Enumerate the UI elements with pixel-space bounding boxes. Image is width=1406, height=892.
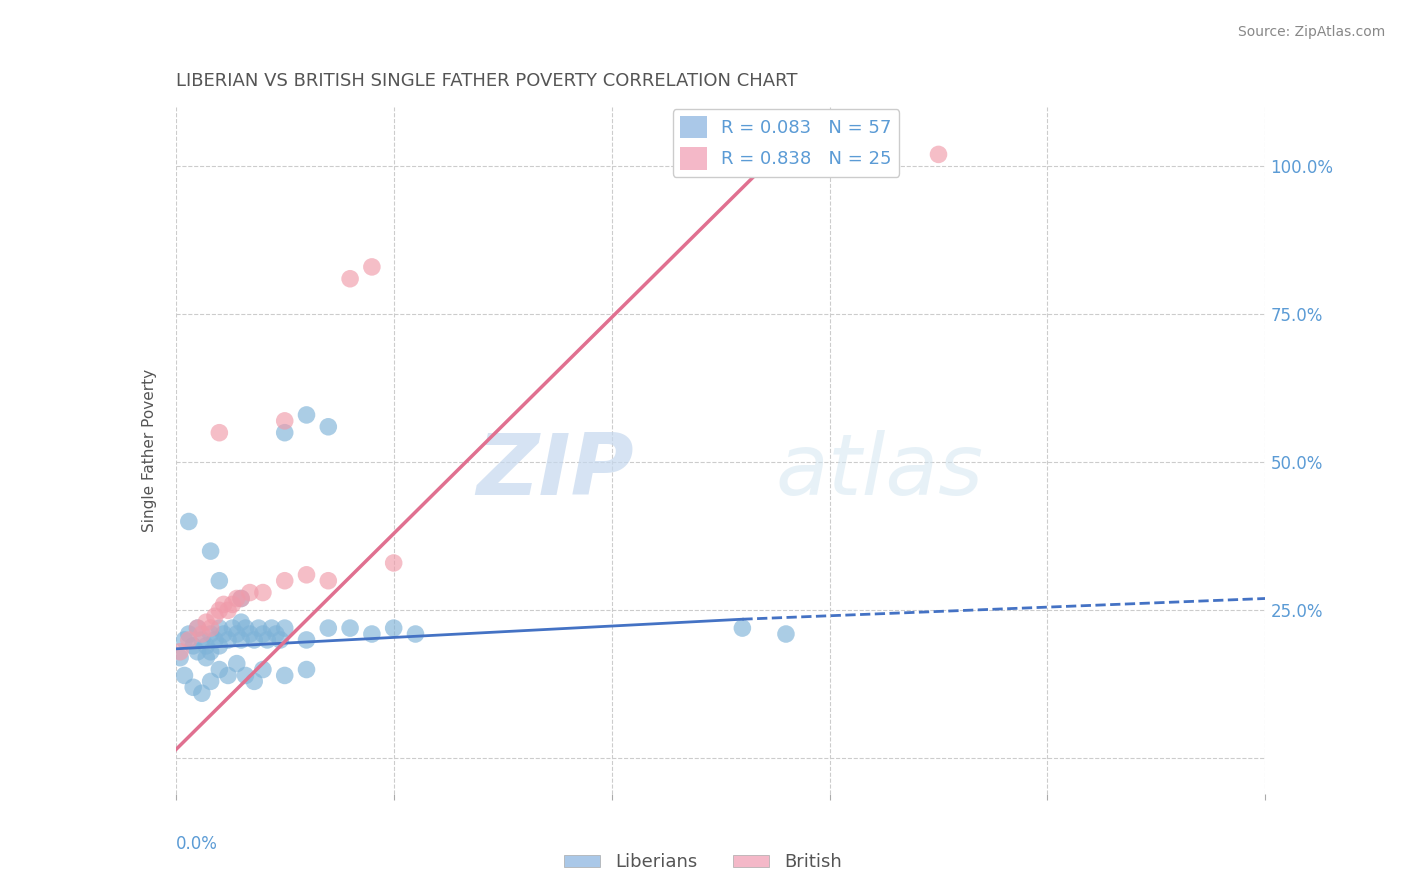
Point <box>382 556 405 570</box>
Point <box>274 621 297 635</box>
Point <box>195 615 218 630</box>
Y-axis label: Single Father Poverty: Single Father Poverty <box>142 369 157 532</box>
Point <box>225 657 247 671</box>
Legend: Liberians, British: Liberians, British <box>557 847 849 879</box>
Point <box>208 639 231 653</box>
Text: atlas: atlas <box>775 430 983 513</box>
Point <box>200 645 222 659</box>
Point <box>181 681 204 695</box>
Point <box>235 621 257 635</box>
Text: LIBERIAN VS BRITISH SINGLE FATHER POVERTY CORRELATION CHART: LIBERIAN VS BRITISH SINGLE FATHER POVERT… <box>176 72 797 90</box>
Point <box>775 627 797 641</box>
Point <box>339 271 361 285</box>
Point <box>231 615 253 630</box>
Point <box>191 627 214 641</box>
Point <box>173 668 195 682</box>
Point <box>260 621 283 635</box>
Point <box>208 621 231 635</box>
Point <box>177 632 200 647</box>
Point <box>186 645 209 659</box>
Point <box>269 632 291 647</box>
Point <box>231 591 253 606</box>
Point <box>243 674 266 689</box>
Point <box>225 591 247 606</box>
Point <box>177 515 200 529</box>
Point <box>928 147 950 161</box>
Text: 0.0%: 0.0% <box>176 835 218 853</box>
Point <box>221 598 243 612</box>
Point <box>186 621 209 635</box>
Point <box>256 632 278 647</box>
Point <box>382 621 405 635</box>
Point <box>274 668 297 682</box>
Point <box>208 663 231 677</box>
Point <box>274 574 297 588</box>
Point <box>212 627 235 641</box>
Point <box>191 686 214 700</box>
Point <box>217 668 239 682</box>
Point <box>204 632 226 647</box>
Point <box>191 632 214 647</box>
Point <box>200 621 222 635</box>
Legend: R = 0.083   N = 57, R = 0.838   N = 25: R = 0.083 N = 57, R = 0.838 N = 25 <box>672 109 900 177</box>
Point <box>295 408 318 422</box>
Point <box>186 621 209 635</box>
Point <box>235 668 257 682</box>
Point <box>754 159 776 173</box>
Text: ZIP: ZIP <box>475 430 633 513</box>
Point <box>252 663 274 677</box>
Point <box>274 414 297 428</box>
Point <box>217 603 239 617</box>
Point <box>247 621 270 635</box>
Point <box>264 627 287 641</box>
Point <box>169 645 191 659</box>
Point <box>181 639 204 653</box>
Point <box>208 603 231 617</box>
Point <box>360 627 382 641</box>
Point <box>225 627 247 641</box>
Point <box>295 663 318 677</box>
Point <box>339 621 361 635</box>
Point <box>274 425 297 440</box>
Point <box>204 609 226 624</box>
Point <box>295 567 318 582</box>
Text: Source: ZipAtlas.com: Source: ZipAtlas.com <box>1237 25 1385 39</box>
Point <box>208 574 231 588</box>
Point <box>318 621 340 635</box>
Point <box>360 260 382 274</box>
Point <box>173 632 195 647</box>
Point <box>177 627 200 641</box>
Point <box>405 627 427 641</box>
Point <box>217 632 239 647</box>
Point <box>295 632 318 647</box>
Point <box>200 674 222 689</box>
Point <box>252 585 274 599</box>
Point <box>318 419 340 434</box>
Point <box>231 591 253 606</box>
Point <box>212 598 235 612</box>
Point <box>195 650 218 665</box>
Point <box>195 639 218 653</box>
Point <box>231 632 253 647</box>
Point <box>318 574 340 588</box>
Point <box>200 544 222 558</box>
Point <box>731 621 754 635</box>
Point <box>169 650 191 665</box>
Point <box>239 627 262 641</box>
Point <box>221 621 243 635</box>
Point <box>208 425 231 440</box>
Point <box>243 632 266 647</box>
Point <box>200 627 222 641</box>
Point <box>239 585 262 599</box>
Point <box>252 627 274 641</box>
